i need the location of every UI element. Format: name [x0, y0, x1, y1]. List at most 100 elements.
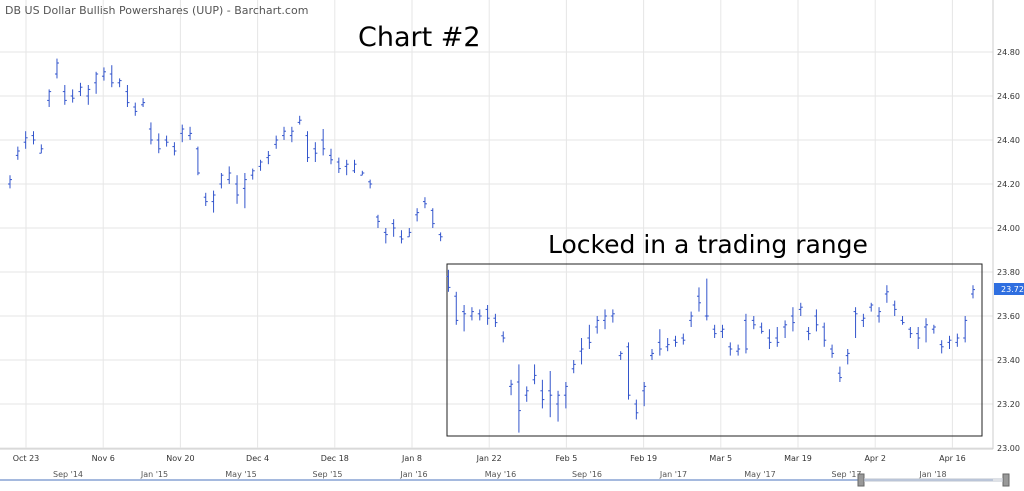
ohlc-bar — [720, 324, 725, 338]
ohlc-bar — [845, 349, 850, 365]
navigator-right-handle[interactable] — [1002, 473, 1010, 487]
ohlc-bar — [634, 399, 639, 420]
navigator-label: Jan '16 — [399, 470, 427, 479]
ohlc-bar — [78, 82, 83, 96]
ohlc-bar — [344, 159, 349, 176]
x-tick-label: Apr 2 — [864, 454, 885, 463]
navigator-selection[interactable] — [864, 478, 1003, 482]
ohlc-bar — [524, 386, 529, 402]
y-tick-label: 23.60 — [997, 312, 1020, 321]
ohlc-bar — [430, 208, 435, 228]
ohlc-bar — [877, 307, 882, 323]
ohlc-bar — [837, 366, 842, 382]
ohlc-bar — [141, 98, 146, 107]
ohlc-bar — [610, 309, 615, 323]
y-tick-label: 24.20 — [997, 180, 1020, 189]
ohlc-bar — [227, 166, 232, 184]
ohlc-bar — [681, 333, 686, 345]
ohlc-bar — [31, 131, 36, 145]
ohlc-bar — [556, 390, 561, 422]
ohlc-bar — [383, 228, 388, 244]
navigator-label: Sep '16 — [572, 470, 602, 479]
ohlc-bar — [563, 382, 568, 409]
x-tick-label: Apr 16 — [939, 454, 966, 463]
ohlc-bar — [219, 173, 224, 189]
navigator-labels: Sep '14 Jan '15 May '15 Sep '15 Jan '16 May '… — [53, 470, 947, 479]
x-tick-label: Feb 5 — [556, 454, 578, 463]
trading-range-annotation: Locked in a trading range — [548, 230, 868, 259]
ohlc-bar — [8, 175, 12, 189]
ohlc-bar — [963, 316, 968, 343]
y-axis-ticks: 24.80 24.60 24.40 24.20 24.00 23.80 23.60 23.40… — [997, 48, 1020, 453]
ohlc-bar — [101, 67, 106, 81]
ohlc-bar — [587, 324, 592, 349]
ohlc-bar — [203, 192, 208, 206]
ohlc-bar — [650, 349, 654, 360]
ohlc-bar — [242, 173, 247, 209]
ohlc-bar — [94, 71, 99, 94]
navigator-label: Jan '17 — [659, 470, 687, 479]
ohlc-bar — [493, 313, 498, 327]
y-tick-label: 23.40 — [997, 356, 1020, 365]
ohlc-bar — [360, 170, 365, 176]
ohlc-bar — [289, 126, 294, 143]
ohlc-bar — [869, 302, 874, 312]
ohlc-bar — [274, 135, 279, 149]
ohlc-bar — [814, 309, 819, 332]
ohlc-bar — [595, 316, 600, 334]
ohlc-bar — [422, 197, 427, 209]
ohlc-bar — [211, 190, 216, 213]
x-tick-label: Feb 19 — [630, 454, 657, 463]
ohlc-bar — [375, 214, 380, 228]
ohlc-bar — [329, 148, 333, 165]
ohlc-bar — [579, 338, 584, 365]
ohlc-bar — [54, 58, 59, 79]
x-axis-ticks: Oct 23 Nov 6 Nov 20 Dec 4 Dec 18 Jan 8 Jan 22 F… — [13, 454, 966, 463]
ohlc-bar — [407, 228, 412, 238]
ohlc-bar — [148, 122, 153, 145]
ohlc-bar — [548, 371, 553, 418]
ohlc-bar — [258, 159, 263, 171]
ohlc-bar — [117, 78, 122, 88]
ohlc-bar — [368, 179, 373, 189]
ohlc-bar — [180, 124, 185, 143]
ohlc-bar — [657, 329, 662, 356]
x-tick-label: Nov 20 — [166, 454, 194, 463]
ohlc-bar — [673, 335, 678, 347]
ohlc-bar — [908, 327, 913, 338]
ohlc-bar — [884, 285, 889, 303]
ohlc-bar — [109, 65, 114, 88]
ohlc-bar — [704, 278, 709, 321]
navigator-left-handle[interactable] — [857, 473, 865, 487]
y-tick-label: 24.40 — [997, 136, 1020, 145]
ohlc-bar — [955, 333, 960, 347]
ohlc-bar — [603, 309, 608, 330]
ohlc-bar — [266, 151, 271, 165]
ohlc-bar — [790, 307, 795, 332]
y-tick-label: 23.00 — [997, 444, 1020, 453]
ohlc-bar — [133, 102, 138, 116]
ohlc-bar — [297, 115, 302, 125]
ohlc-bar — [939, 340, 944, 354]
ohlc-bar — [477, 309, 482, 321]
navigator-label: Jan '15 — [140, 470, 168, 479]
ohlc-bar — [156, 133, 161, 154]
x-tick-label: Mar 5 — [709, 454, 732, 463]
ohlc-bar — [830, 344, 835, 358]
ohlc-bar — [783, 320, 788, 338]
ohlc-bar — [250, 168, 255, 180]
ohlc-bar — [399, 230, 404, 244]
ohlc-bar — [751, 316, 756, 330]
grid — [0, 0, 993, 449]
ohlc-bar — [235, 175, 240, 204]
ohlc-bar — [743, 313, 748, 354]
ohlc-bar — [321, 129, 326, 156]
ohlc-bar — [822, 322, 827, 347]
ohlc-bar — [642, 382, 647, 407]
navigator[interactable]: Sep '14 Jan '15 May '15 Sep '15 Jan '16 May '… — [0, 470, 1010, 487]
ohlc-bar — [665, 338, 670, 352]
x-tick-label: Dec 18 — [321, 454, 349, 463]
x-tick-label: Jan 22 — [476, 454, 502, 463]
ohlc-bar — [798, 302, 803, 316]
ohlc-bar — [892, 300, 897, 316]
